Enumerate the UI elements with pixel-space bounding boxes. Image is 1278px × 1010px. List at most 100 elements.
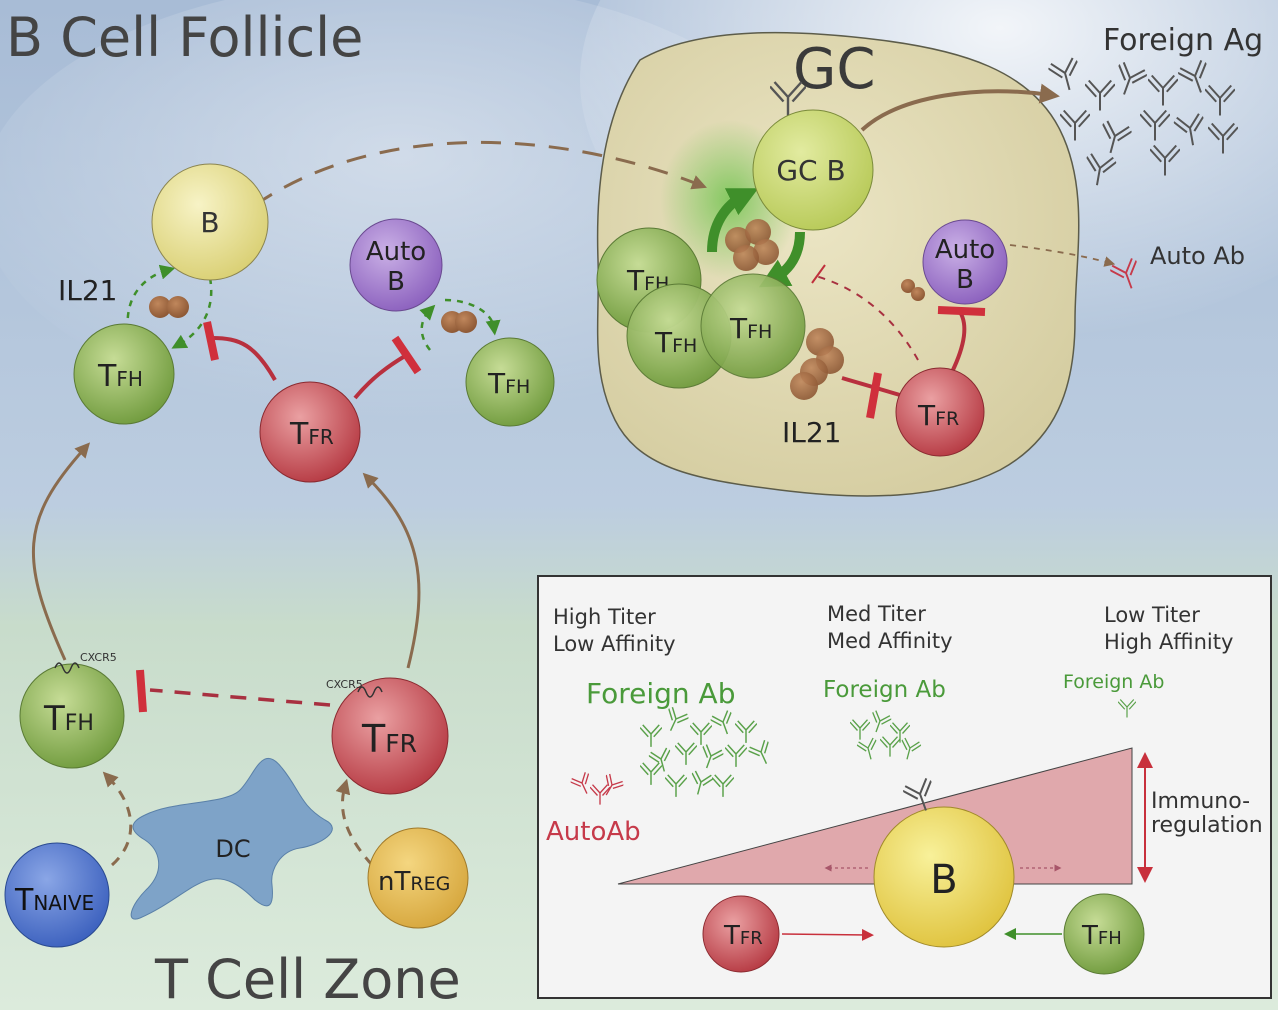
inset-col2-line1: Med Titer [827,602,926,626]
tfh-differentiation-arrow [31,442,91,661]
tfr-label: TFR [917,399,959,432]
dc-body [130,757,333,920]
auto-b-label-line1: Auto [366,237,426,267]
tfh-cell: TFH [465,337,555,427]
follicle-title: B Cell Follicle [6,6,363,69]
t-naive-label: TNAIVE [14,883,94,918]
ntreg-to-tfr-arrow [335,778,374,867]
il21-gc-label: IL21 [782,416,842,449]
tz-tfr-inhibit-line [149,688,331,707]
autoab-label: AutoAb [546,817,641,847]
tz-tfh-cell: TFH CXCR5 [19,651,125,769]
auto-b-cell-body [349,218,443,312]
tfr-label: TFR [289,417,334,452]
tfh-label: TFH [97,359,143,394]
inhibit-markers [136,264,986,713]
inset-b-label: B [930,857,957,903]
inset-tfh-body [1063,893,1145,975]
b-to-tfh-arrow [171,277,213,349]
inset-tfh-label: TFH [1081,921,1122,951]
foreign-ab-low-label: Foreign Ab [1063,671,1164,693]
inset-col1-line1: High Titer [553,605,656,629]
t-naive-cell: TNAIVE [4,842,110,948]
tfh-label: TFH [729,312,772,345]
dc-label: DC [215,835,250,863]
cytokine-dot [745,219,771,245]
gc-b-cell: GC B [752,109,874,231]
inset-col3-line2: High Affinity [1104,630,1233,654]
gcb-to-foreign-ag-arrow [860,83,1060,132]
gc-tfr-inhibit-autob-bar [937,306,986,316]
b-cell: B [151,163,269,281]
cytokine-dot [901,279,915,293]
tfh-label: TFH [654,326,697,359]
tfh-cell-body [19,663,125,769]
tfr-inhibit-autob-bar [391,335,422,375]
tfh-cell: TFH [73,323,175,425]
inset-col1-line2: Low Affinity [553,632,676,656]
ntreg-body [367,827,469,929]
gc-auto-b-cell: Auto B [922,219,1008,305]
tfr-cell-body [895,367,985,457]
immuno-label-line2: regulation [1151,813,1263,838]
auto-b-label-line2: B [956,265,974,295]
auto-b-cell: Auto B [349,218,443,312]
cxcr5-receptor-icon [54,662,80,674]
il21-left-label: IL21 [58,274,118,307]
gc-tfr-cell: TFR [895,367,985,457]
gc-b-cell-body [752,109,874,231]
tz-tfr-inhibit-bar [136,669,147,713]
tfr-differentiation-arrow [362,472,421,669]
tz-tfr-cell: TFR CXCR5 [326,677,449,795]
gc-tfr-dashed-inhibit-line [811,274,919,361]
autob-to-autoab-arrow [1009,244,1116,267]
ntreg-cell: nTREG [367,827,469,929]
tfh-cell-body [465,337,555,427]
gc-tfr-inhibit-il21-line [841,376,901,397]
foreign-ab-high-label: Foreign Ab [586,677,736,710]
foreign-ab-med-label: Foreign Ab [823,677,946,703]
inset-tfr-body [702,895,780,973]
tfh-cell-body [700,273,806,379]
tfr-label: TFR [361,717,417,761]
gc-tfr-dashed-inhibit-bar [811,264,826,284]
tfh-label: TFH [487,367,530,400]
t-naive-body [4,842,110,948]
inset-b-cell-body [873,806,1015,948]
cytokine-dot [455,311,477,333]
gc-tfr-inhibit-autob-line [950,310,967,373]
tfr-inhibit-autob-line [353,354,407,400]
tfr-inhibit-tfh-bar [203,321,219,361]
gc-tfr-inhibit-il21-bar [866,372,882,419]
cytokine-dot [733,245,759,271]
gc-title: GC [793,37,876,102]
tfh-label: TFH [43,699,94,739]
tfr-cell-body [259,381,361,483]
auto-b-label-line1: Auto [935,235,995,265]
immuno-label-line1: Immuno- [1151,789,1250,814]
il21-dot [790,372,818,400]
gc-b-label: GC B [776,154,845,187]
tfr-cell-body [331,677,449,795]
gc-tfh-cells: TFH TFH TFH [596,227,806,389]
cytokine-dots [149,219,925,400]
dendritic-cell: DC [130,757,333,920]
cxcr5-tfr-label: CXCR5 [326,678,363,691]
gc-green-arrow-down [758,231,805,288]
tfr-cell: TFR [259,381,361,483]
inset-panel: High Titer Low Affinity Med Titer Med Af… [537,575,1272,999]
cxcr5-tfh-label: CXCR5 [80,651,117,664]
cxcr5-receptor-icon [357,686,383,698]
b-cell-label: B [200,206,219,239]
foreign-ag-label: Foreign Ag [1103,23,1263,58]
t-zone-title: T Cell Zone [154,948,461,1010]
il21-dot [149,296,171,318]
cytokine-dot [753,239,779,265]
inset-tfr-to-b-arrow [781,928,874,941]
auto-b-cell-body [922,219,1008,305]
inset-tfr-label: TFR [723,921,763,951]
tfh-to-b-arrow [126,264,176,331]
auto-b-label-line2: B [387,267,405,297]
inset-col2-line2: Med Affinity [827,629,953,653]
